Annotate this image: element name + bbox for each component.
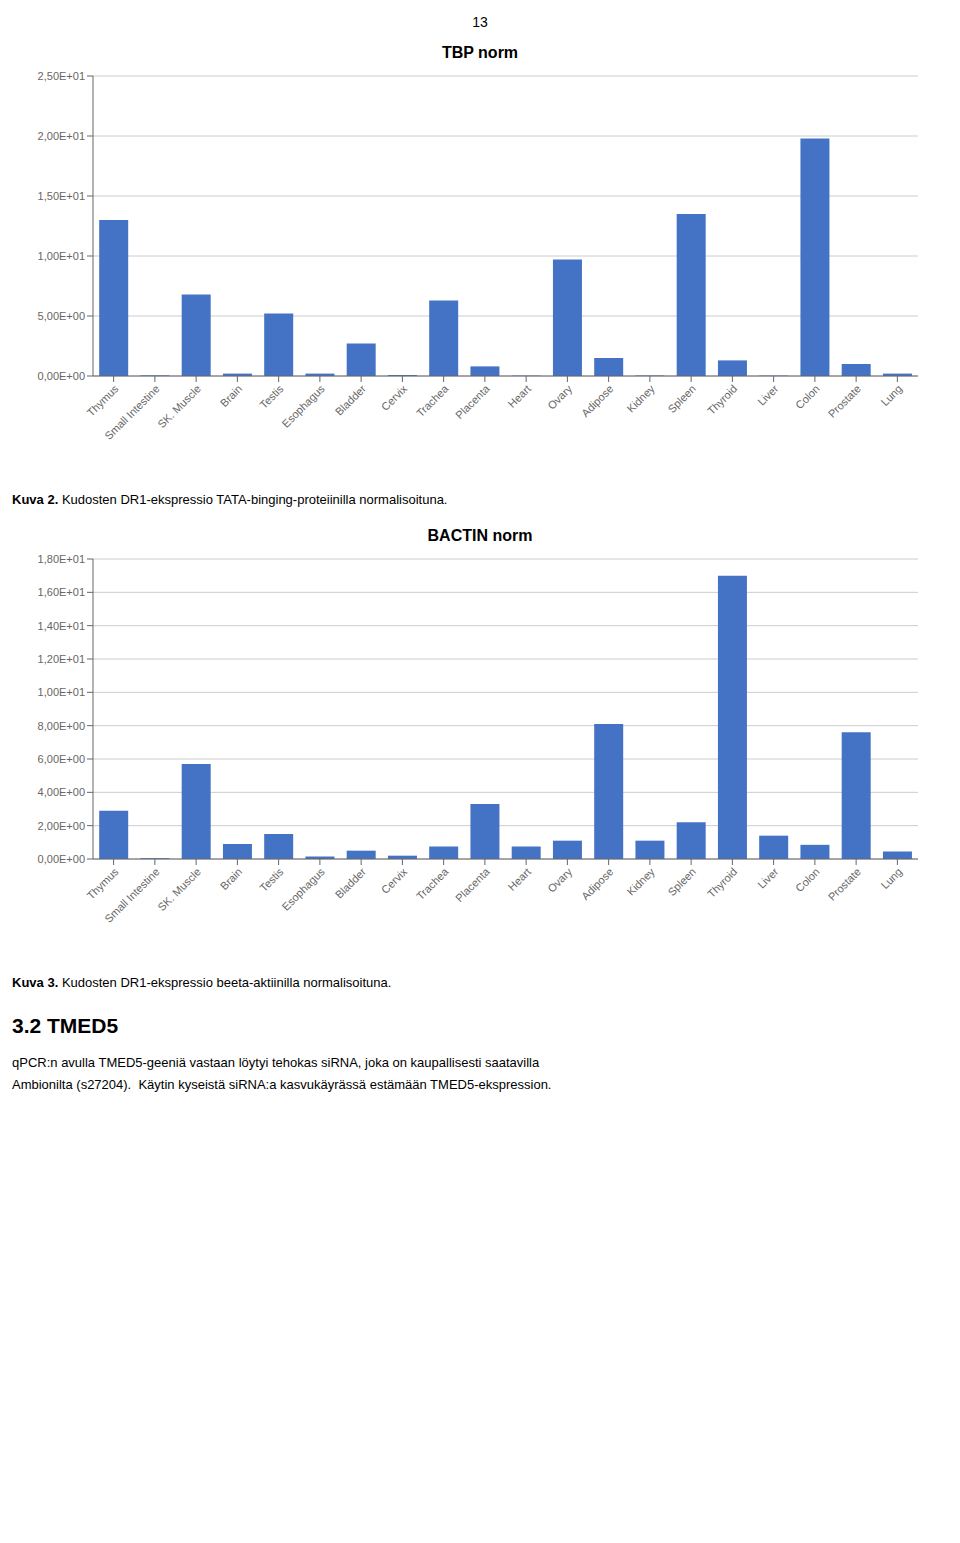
svg-text:Liver: Liver [755,865,781,891]
svg-text:Thymus: Thymus [84,865,120,901]
svg-text:Colon: Colon [793,382,822,411]
svg-text:Lung: Lung [879,382,905,408]
svg-text:Small Intestine: Small Intestine [102,382,162,442]
svg-text:1,60E+01: 1,60E+01 [38,586,85,598]
svg-text:Heart: Heart [506,382,534,410]
svg-text:Small Intestine: Small Intestine [102,865,162,925]
svg-text:Testis: Testis [257,382,286,411]
html-text:Kuva 3. Kudosten DR1-ekspressi: Kuva 3. Kudosten DR1-ekspressio beeta-ak… [12,975,392,990]
svg-text:Brain: Brain [218,382,245,409]
html-text:qPCR:n avulla TMED5-geeniä vas: qPCR:n avulla TMED5-geeniä vastaan löyty… [12,1055,540,1070]
svg-text:Prostate: Prostate [826,382,863,419]
svg-text:8,00E+00: 8,00E+00 [38,720,85,732]
svg-text:Testis: Testis [257,865,286,894]
svg-text:1,40E+01: 1,40E+01 [38,620,85,632]
svg-text:1,80E+01: 1,80E+01 [38,553,85,565]
svg-text:Ovary: Ovary [545,382,575,412]
svg-text:Esophagus: Esophagus [279,865,327,913]
svg-text:Thyroid: Thyroid [705,382,739,416]
svg-text:Esophagus: Esophagus [279,382,327,430]
svg-text:Bladder: Bladder [333,382,369,418]
svg-text:0,00E+00: 0,00E+00 [38,853,85,865]
svg-text:2,50E+01: 2,50E+01 [38,70,85,82]
svg-text:Cervix: Cervix [379,865,410,896]
svg-text:Trachea: Trachea [414,865,451,902]
svg-text:Lung: Lung [879,865,905,891]
svg-text:6,00E+00: 6,00E+00 [38,753,85,765]
svg-text:5,00E+00: 5,00E+00 [38,310,85,322]
svg-text:SK. Muscle: SK. Muscle [155,865,203,913]
html-text:TBP norm: TBP norm [441,44,519,61]
svg-text:Thyroid: Thyroid [705,865,739,899]
svg-text:Kidney: Kidney [625,382,658,415]
html-text:13: 13 [472,14,488,30]
svg-text:Spleen: Spleen [665,865,698,898]
svg-text:Spleen: Spleen [665,382,698,415]
svg-text:Liver: Liver [755,382,781,408]
svg-text:1,50E+01: 1,50E+01 [38,190,85,202]
svg-text:Heart: Heart [506,865,534,893]
svg-text:1,20E+01: 1,20E+01 [38,653,85,665]
html-text:BACTIN norm: BACTIN norm [427,527,533,544]
svg-text:4,00E+00: 4,00E+00 [38,786,85,798]
svg-text:Thymus: Thymus [84,382,120,418]
svg-text:Cervix: Cervix [379,382,410,413]
svg-text:Prostate: Prostate [826,865,863,902]
svg-text:Brain: Brain [218,865,245,892]
svg-text:Trachea: Trachea [414,382,451,419]
svg-text:Colon: Colon [793,865,822,894]
svg-text:2,00E+01: 2,00E+01 [38,130,85,142]
svg-text:1,00E+01: 1,00E+01 [38,250,85,262]
svg-text:Placenta: Placenta [453,865,492,904]
svg-text:Kidney: Kidney [625,865,658,898]
html-text:Kuva 2. Kudosten DR1-ekspressi: Kuva 2. Kudosten DR1-ekspressio TATA-bin… [12,492,448,507]
svg-text:Adipose: Adipose [579,865,616,902]
svg-text:0,00E+00: 0,00E+00 [38,370,85,382]
svg-text:2,00E+00: 2,00E+00 [38,820,85,832]
html-text:Ambionilta (s27204). Käytin ky: Ambionilta (s27204). Käytin kyseistä siR… [12,1077,552,1092]
svg-text:1,00E+01: 1,00E+01 [38,686,85,698]
svg-text:Bladder: Bladder [333,865,369,901]
svg-text:Placenta: Placenta [453,382,492,421]
svg-text:Ovary: Ovary [545,865,575,895]
html-text:3.2 TMED5: 3.2 TMED5 [12,1014,119,1037]
svg-text:Adipose: Adipose [579,382,616,419]
svg-text:SK. Muscle: SK. Muscle [155,382,203,430]
